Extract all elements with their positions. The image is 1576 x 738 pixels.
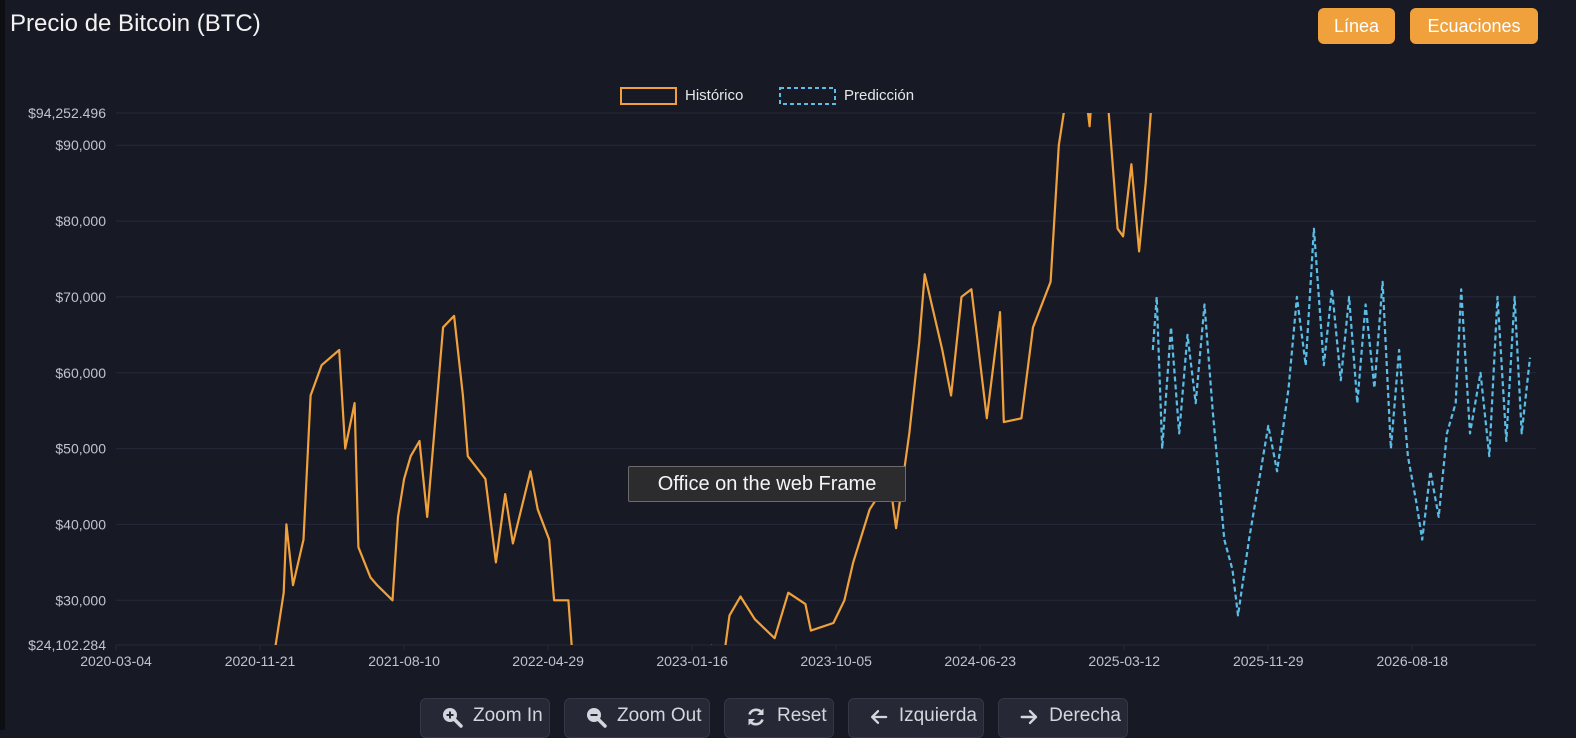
zoom-out-icon	[587, 708, 607, 728]
zoom-out-button[interactable]: Zoom Out	[564, 698, 710, 738]
equations-button[interactable]: Ecuaciones	[1410, 8, 1538, 44]
legend-label-prediction[interactable]: Predicción	[844, 87, 914, 104]
x-tick-label: 2022-04-29	[512, 653, 584, 669]
historical-series-line[interactable]	[273, 24, 1152, 700]
price-chart[interactable]: $24,102.284 $30,000 $40,000 $50,000 $60,000 $…	[0, 0, 1576, 700]
reset-label: Reset	[777, 705, 827, 726]
zoom-in-label: Zoom In	[473, 705, 543, 726]
x-tick-label: 2024-06-23	[944, 653, 1016, 669]
y-tick-label: $24,102.284	[28, 637, 106, 653]
y-tick-label: $94,252.496	[28, 105, 106, 121]
refresh-icon	[748, 708, 764, 726]
window-edge	[0, 0, 5, 730]
page-title: Precio de Bitcoin (BTC)	[10, 10, 261, 37]
y-tick-label: $50,000	[55, 441, 106, 457]
y-tick-label: $60,000	[55, 365, 106, 381]
x-tick-label: 2023-01-16	[656, 653, 728, 669]
pan-left-label: Izquierda	[898, 705, 977, 726]
x-axis: 2020-03-04 2020-11-21 2021-08-10 2022-04-29…	[80, 645, 1448, 669]
legend-label-historical[interactable]: Histórico	[685, 87, 743, 104]
prediction-series-line[interactable]	[1151, 227, 1532, 617]
x-tick-label: 2023-10-05	[800, 653, 872, 669]
legend[interactable]: Histórico Predicción	[620, 87, 914, 105]
x-tick-label: 2025-11-29	[1233, 653, 1304, 669]
x-tick-label: 2026-08-18	[1376, 653, 1448, 669]
series-layer	[273, 24, 1532, 700]
x-tick-label: 2021-08-10	[368, 653, 440, 669]
y-tick-label: $30,000	[55, 592, 106, 608]
x-tick-label: 2020-03-04	[80, 653, 152, 669]
legend-swatch-historical[interactable]	[620, 87, 677, 105]
y-tick-label: $80,000	[55, 213, 106, 229]
pan-right-button[interactable]: Derecha	[998, 698, 1128, 738]
legend-swatch-prediction[interactable]	[779, 87, 836, 105]
reset-button[interactable]: Reset	[724, 698, 834, 738]
arrow-right-icon	[1020, 709, 1038, 725]
chart-grid	[116, 112, 1536, 646]
y-tick-label: $70,000	[55, 289, 106, 305]
y-tick-label: $90,000	[55, 137, 106, 153]
pan-right-label: Derecha	[1049, 705, 1121, 726]
pan-left-button[interactable]: Izquierda	[848, 698, 984, 738]
arrow-left-icon	[870, 709, 888, 725]
zoom-in-button[interactable]: Zoom In	[420, 698, 550, 738]
x-tick-label: 2025-03-12	[1088, 653, 1160, 669]
zoom-out-label: Zoom Out	[617, 705, 702, 726]
y-axis: $24,102.284 $30,000 $40,000 $50,000 $60,000 $…	[28, 105, 106, 653]
x-tick-label: 2020-11-21	[225, 653, 296, 669]
y-tick-label: $40,000	[55, 516, 106, 532]
zoom-in-icon	[443, 708, 463, 728]
frame-tooltip: Office on the web Frame	[628, 466, 906, 502]
line-chart-button[interactable]: Línea	[1318, 8, 1395, 44]
